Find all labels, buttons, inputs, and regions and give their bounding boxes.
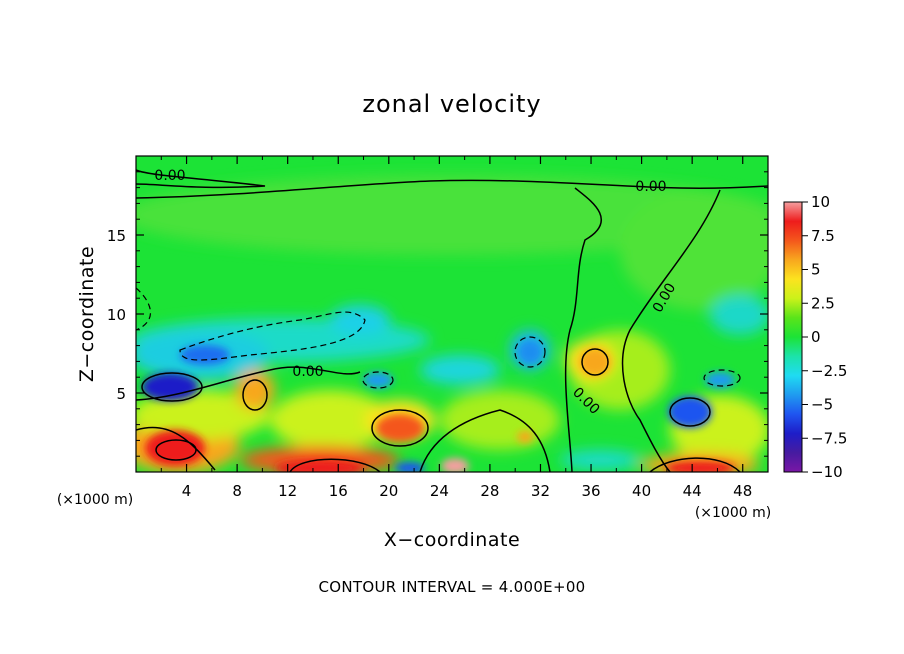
contour-interval-note: CONTOUR INTERVAL = 4.000E+00 [318,578,585,596]
x-axis-label: X−coordinate [384,529,520,551]
x-tick-label: 8 [232,482,242,500]
x-tick-label: 28 [480,482,499,500]
colorbar-tick-label: −2.5 [811,362,847,380]
colorbar-tick-label: 2.5 [811,294,835,312]
colorbar-tick-label: −7.5 [811,429,847,447]
chart-title: zonal velocity [362,90,541,118]
x-tick-label: 36 [581,482,600,500]
x-tick-label: 16 [329,482,348,500]
z-unit-label: (×1000 m) [695,505,771,521]
contour-lines [136,169,768,472]
y-tick-label: 10 [107,306,126,324]
negative-contours [136,287,741,389]
x-tick-label: 44 [683,482,702,500]
x-tick-label: 40 [632,482,651,500]
colorbar-tick-label: 5 [811,261,821,279]
y-tick-label: 15 [107,227,126,245]
x-tick-label: 48 [733,482,752,500]
heatmap-field [136,156,768,472]
y-tick-label: 5 [116,385,126,403]
contour-label: 0.00 [635,179,666,195]
colorbar-tick-label: −10 [811,463,843,481]
x-tick-label: 12 [278,482,297,500]
colorbar [783,201,803,473]
x-tick-label: 32 [531,482,550,500]
y-axis-label: Z−coordinate [76,246,98,382]
colorbar-tick-label: 0 [811,328,821,346]
colorbar-ticks: 10 7.5 5 2.5 0 −2.5 −5 −7.5 −10 [802,193,847,481]
x-unit-label: (×1000 m) [57,492,133,508]
colorbar-tick-label: −5 [811,396,833,414]
x-tick-label: 20 [379,482,398,500]
contour-label: 0.00 [292,364,323,380]
x-tick-label: 24 [430,482,449,500]
y-axis-ticks: 5 10 15 [107,171,768,457]
colorbar-tick-label: 7.5 [811,227,835,245]
x-axis-ticks: 4 8 12 16 20 24 28 32 36 40 44 48 [160,156,752,500]
contour-label: 0.00 [154,168,185,184]
colorbar-tick-label: 10 [811,193,830,211]
x-tick-label: 4 [182,482,192,500]
